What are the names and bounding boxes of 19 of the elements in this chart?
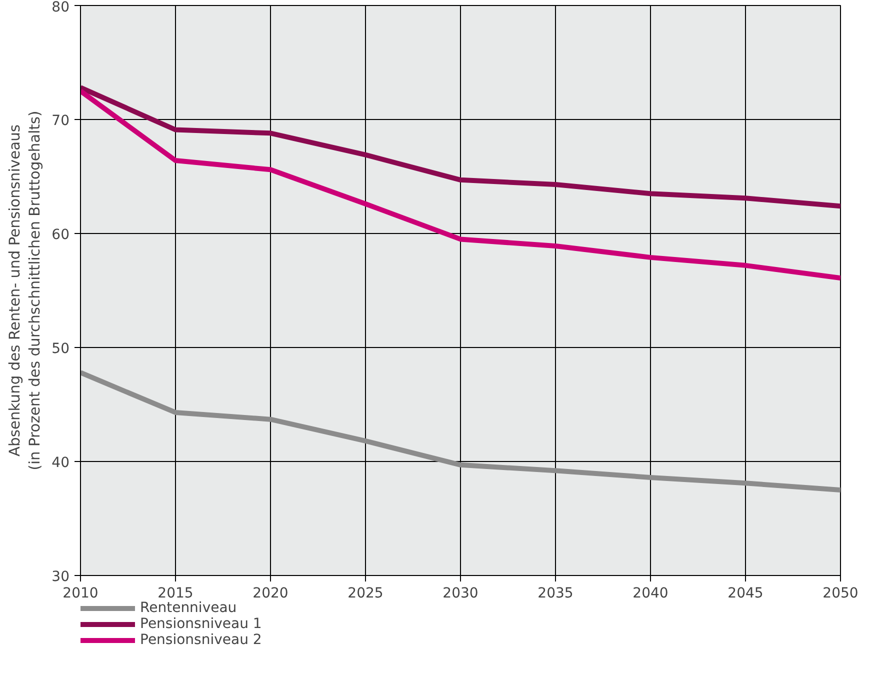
y-tick-label: 30 — [52, 569, 70, 585]
legend-label: Rentenniveau — [140, 600, 237, 616]
x-tick-label: 2015 — [158, 586, 194, 602]
y-tick-label: 60 — [52, 227, 70, 243]
x-tick-label: 2050 — [822, 586, 858, 602]
x-tick-label: 2035 — [538, 586, 574, 602]
x-tick-label: 2045 — [728, 586, 764, 602]
y-tick-label: 50 — [52, 341, 70, 357]
x-tick-label: 2010 — [62, 586, 98, 602]
legend-label: Pensionsniveau 2 — [140, 632, 262, 648]
y-tick-label: 80 — [52, 0, 70, 16]
legend-label: Pensionsniveau 1 — [140, 616, 262, 632]
x-tick-label: 2040 — [632, 586, 668, 602]
x-tick-label: 2025 — [348, 586, 384, 602]
x-tick-label: 2020 — [252, 586, 288, 602]
y-tick-label: 40 — [52, 455, 70, 471]
y-tick-label: 70 — [52, 113, 70, 129]
x-tick-label: 2030 — [442, 586, 478, 602]
y-axis-title: Absenkung des Renten- und Pensionsniveaus (in Prozent des durchschnittlichen Bruttogehalts) — [6, 110, 44, 470]
